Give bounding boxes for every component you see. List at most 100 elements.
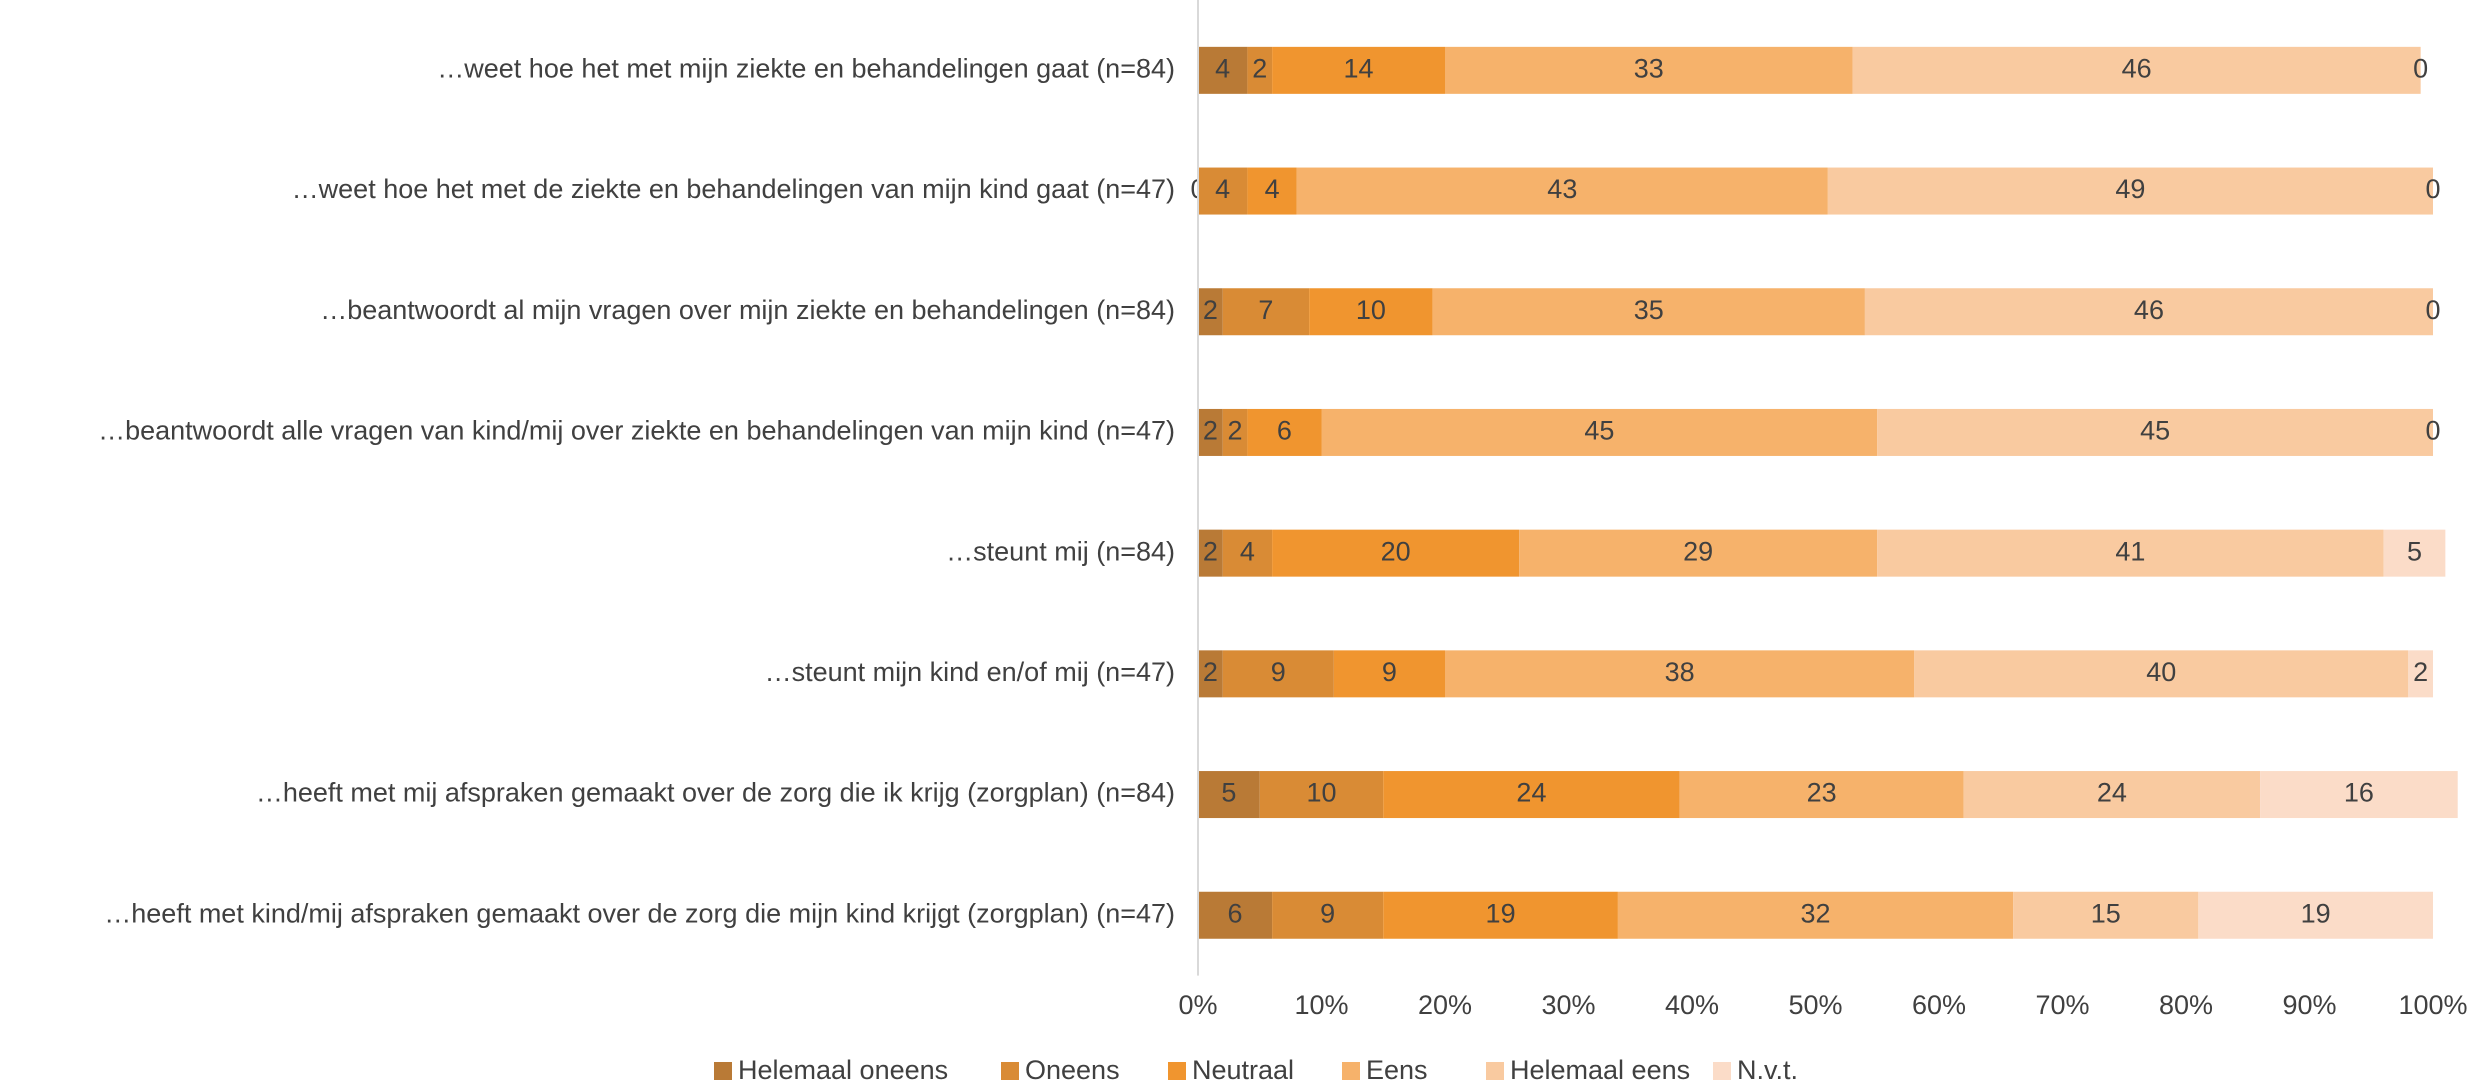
data-label: 2 [1203,536,1218,566]
data-label: 46 [2134,295,2164,325]
legend-swatch [1486,1062,1504,1080]
data-label: 49 [2115,174,2145,204]
data-label: 23 [1807,778,1837,808]
legend-label: N.v.t. [1737,1055,1798,1085]
bar-segment [1864,288,2433,336]
bar-segment [1222,408,1248,456]
data-label: 45 [1584,416,1614,446]
legend-label: Eens [1366,1055,1428,1085]
data-label: 4 [1240,536,1255,566]
data-label: 7 [1258,295,1273,325]
data-label: 43 [1547,174,1577,204]
bar-segment [1198,167,1248,215]
bar-segment [1852,46,2421,94]
data-label: 40 [2146,657,2176,687]
x-tick-label: 40% [1665,990,1719,1020]
bar-segment [1877,529,2384,577]
data-label: 0 [2425,174,2440,204]
data-label: 45 [2140,416,2170,446]
data-label: 2 [1203,295,1218,325]
x-tick-label: 100% [2398,990,2467,1020]
data-label: 9 [1271,657,1286,687]
bar-segment [1309,288,1433,336]
data-label: 2 [1203,416,1218,446]
x-tick-label: 10% [1294,990,1348,1020]
data-label: 15 [2091,898,2121,928]
x-tick-label: 20% [1418,990,1472,1020]
data-label: 46 [2122,53,2152,83]
bar-segment [1198,46,1248,94]
bar-segment [1247,167,1297,215]
data-label: 4 [1215,174,1230,204]
category-label: …weet hoe het met mijn ziekte en behande… [437,53,1175,83]
data-label: 5 [1221,778,1236,808]
bar-segment [1198,650,1223,698]
bar-segment [1198,408,1223,456]
x-tick-label: 90% [2282,990,2336,1020]
x-tick-label: 70% [2035,990,2089,1020]
category-label: …heeft met mij afspraken gemaakt over de… [256,778,1175,808]
data-label: 0 [2413,53,2428,83]
data-label: 2 [1203,657,1218,687]
data-label: 16 [2344,778,2374,808]
bar-segment [1198,529,1223,577]
data-label: 20 [1381,536,1411,566]
data-label: 6 [1228,898,1243,928]
bar-segment [1198,288,1223,336]
bar-segment [2260,771,2458,819]
legend-swatch [1168,1062,1186,1080]
data-label: 38 [1665,657,1695,687]
category-label: …weet hoe het met de ziekte en behandeli… [292,174,1175,204]
legend-label: Helemaal eens [1510,1055,1690,1085]
data-label: 24 [1516,778,1546,808]
legend-label: Neutraal [1192,1055,1294,1085]
bar-segment [1222,650,1334,698]
legend-swatch [1342,1062,1360,1080]
data-label: 0 [2425,416,2440,446]
bar-segment [1445,46,1853,94]
bar-segment [1914,650,2409,698]
data-label: 10 [1356,295,1386,325]
data-label: 4 [1215,53,1230,83]
bar-segment [1259,771,1384,819]
legend-swatch [714,1062,732,1080]
x-tick-label: 80% [2159,990,2213,1020]
legend-label: Helemaal oneens [738,1055,948,1085]
data-label: 32 [1800,898,1830,928]
category-label: …steunt mijn kind en/of mij (n=47) [765,657,1175,687]
bar-segment [1827,167,2433,215]
data-label: 33 [1634,53,1664,83]
bar-segment [1383,771,1680,819]
bar-segment [1963,771,2261,819]
bar-segment [1445,650,1915,698]
bar-segment [1198,771,1260,819]
data-label: 5 [2407,536,2422,566]
category-label: …steunt mij (n=84) [946,536,1175,566]
legend-swatch [1713,1062,1731,1080]
bar-segment [2383,529,2446,577]
legend-swatch [1001,1062,1019,1080]
bar-segment [2198,891,2433,939]
data-label: 0 [2425,295,2440,325]
bar-segment [1617,891,2014,939]
data-label: 10 [1306,778,1336,808]
category-label: …beantwoordt al mijn vragen over mijn zi… [320,295,1175,325]
bar-segment [2013,891,2199,939]
bar-segment [1198,891,1273,939]
bar-segment [1222,288,1310,336]
data-label: 2 [1252,53,1267,83]
bar-segment [1222,529,1273,577]
data-label: 14 [1344,53,1374,83]
x-tick-label: 50% [1788,990,1842,1020]
x-tick-label: 60% [1912,990,1966,1020]
category-label: …heeft met kind/mij afspraken gemaakt ov… [104,898,1175,928]
bar-segment [1321,408,1878,456]
data-label: 9 [1320,898,1335,928]
data-label: 41 [2115,536,2145,566]
bar-segment [1296,167,1828,215]
bar-segment [1519,529,1878,577]
legend-label: Oneens [1025,1055,1120,1085]
data-label: 24 [2097,778,2127,808]
bar-segment [1432,288,1865,336]
